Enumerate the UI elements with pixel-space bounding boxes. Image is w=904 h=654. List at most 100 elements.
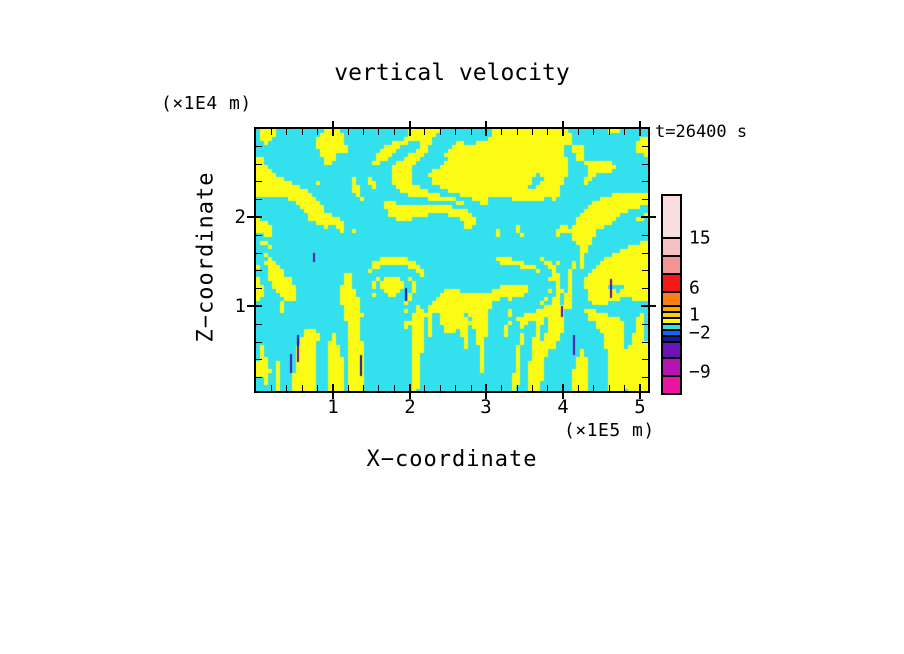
tick-mark xyxy=(609,385,610,391)
tick-mark xyxy=(363,129,364,135)
x-tick-label: 3 xyxy=(480,396,492,418)
tick-mark xyxy=(256,288,262,289)
tick-mark xyxy=(394,129,395,135)
tick-mark xyxy=(593,385,594,391)
tick-mark xyxy=(256,270,262,271)
tick-mark xyxy=(256,253,262,254)
tick-mark xyxy=(271,385,272,391)
tick-mark xyxy=(532,129,533,135)
colorbar-segment xyxy=(663,237,680,255)
x-axis-title: X−coordinate xyxy=(366,447,538,472)
tick-mark xyxy=(641,216,656,218)
tick-mark xyxy=(409,384,411,399)
colorbar-segment xyxy=(663,341,680,357)
tick-mark xyxy=(440,385,441,391)
colorbar-segment xyxy=(663,317,680,323)
tick-mark xyxy=(440,129,441,135)
tick-mark xyxy=(286,129,287,135)
tick-mark xyxy=(485,384,487,399)
tick-mark xyxy=(424,129,425,135)
colorbar-segment xyxy=(663,273,680,291)
tick-mark xyxy=(639,384,641,399)
tick-mark xyxy=(562,384,564,399)
z-tick-label: 1 xyxy=(234,295,246,317)
colorbar xyxy=(661,194,682,395)
tick-mark xyxy=(642,199,648,200)
colorbar-segment xyxy=(663,311,680,317)
tick-mark xyxy=(547,385,548,391)
tick-mark xyxy=(256,164,262,165)
tick-mark xyxy=(642,270,648,271)
colorbar-label: 1 xyxy=(689,304,700,326)
tick-mark xyxy=(639,121,641,136)
colorbar-segment xyxy=(663,357,680,375)
tick-mark xyxy=(332,384,334,399)
colorbar-segment xyxy=(663,291,680,305)
x-tick-label: 2 xyxy=(404,396,416,418)
tick-mark xyxy=(348,385,349,391)
x-axis-unit-label: (×1E5 m) xyxy=(564,420,655,441)
colorbar-segment xyxy=(663,329,680,335)
tick-mark xyxy=(517,385,518,391)
tick-mark xyxy=(256,181,262,182)
colorbar-segment xyxy=(663,335,680,341)
tick-mark xyxy=(256,359,262,360)
tick-mark xyxy=(348,129,349,135)
x-tick-label: 5 xyxy=(634,396,646,418)
z-axis-unit-label: (×1E4 m) xyxy=(161,93,252,114)
tick-mark xyxy=(317,129,318,135)
tick-mark xyxy=(578,129,579,135)
heatmap-canvas xyxy=(256,129,648,391)
tick-mark xyxy=(642,342,648,343)
tick-mark xyxy=(286,385,287,391)
tick-mark xyxy=(485,121,487,136)
colorbar-label: 15 xyxy=(689,227,711,249)
tick-mark xyxy=(642,181,648,182)
tick-mark xyxy=(409,121,411,136)
tick-mark xyxy=(532,385,533,391)
tick-mark xyxy=(256,342,262,343)
tick-mark xyxy=(378,385,379,391)
x-tick-label: 1 xyxy=(327,396,339,418)
tick-mark xyxy=(471,129,472,135)
tick-mark xyxy=(517,129,518,135)
tick-mark xyxy=(256,377,262,378)
tick-mark xyxy=(501,385,502,391)
tick-mark xyxy=(247,305,262,307)
colorbar-segment xyxy=(663,305,680,311)
tick-mark xyxy=(624,129,625,135)
tick-mark xyxy=(562,121,564,136)
colorbar-label: −9 xyxy=(689,361,711,383)
tick-mark xyxy=(642,253,648,254)
tick-mark xyxy=(256,146,262,147)
tick-mark xyxy=(641,305,656,307)
tick-mark xyxy=(271,129,272,135)
tick-mark xyxy=(578,385,579,391)
tick-mark xyxy=(642,324,648,325)
tick-mark xyxy=(642,164,648,165)
tick-mark xyxy=(624,385,625,391)
tick-mark xyxy=(609,129,610,135)
tick-mark xyxy=(642,146,648,147)
tick-mark xyxy=(593,129,594,135)
time-annotation: t=26400 s xyxy=(655,122,748,142)
colorbar-segment xyxy=(663,255,680,273)
x-tick-label: 4 xyxy=(557,396,569,418)
z-tick-label: 2 xyxy=(234,206,246,228)
z-axis-title: Z−coordinate xyxy=(193,171,219,343)
plot-frame xyxy=(254,127,650,393)
tick-mark xyxy=(642,359,648,360)
colorbar-label: −2 xyxy=(689,322,711,344)
tick-mark xyxy=(378,129,379,135)
tick-mark xyxy=(471,385,472,391)
tick-mark xyxy=(642,377,648,378)
tick-mark xyxy=(256,324,262,325)
tick-mark xyxy=(247,216,262,218)
tick-mark xyxy=(302,129,303,135)
tick-mark xyxy=(394,385,395,391)
tick-mark xyxy=(455,385,456,391)
tick-mark xyxy=(501,129,502,135)
tick-mark xyxy=(642,288,648,289)
tick-mark xyxy=(455,129,456,135)
